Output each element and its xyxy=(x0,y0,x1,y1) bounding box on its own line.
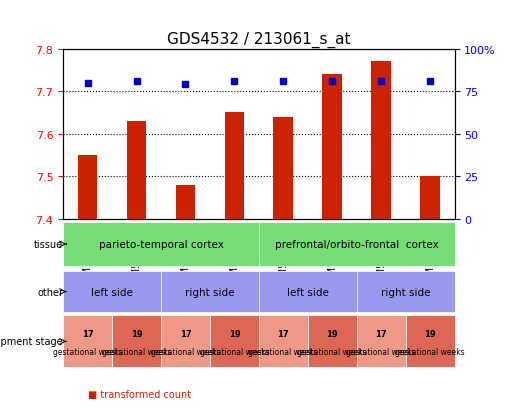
FancyBboxPatch shape xyxy=(357,316,406,368)
Text: prefrontal/orbito-frontal  cortex: prefrontal/orbito-frontal cortex xyxy=(275,240,438,249)
Text: 19: 19 xyxy=(229,330,240,339)
Text: gestational weeks: gestational weeks xyxy=(102,347,171,356)
Text: gestational weeks: gestational weeks xyxy=(297,347,367,356)
FancyBboxPatch shape xyxy=(161,271,259,313)
FancyBboxPatch shape xyxy=(63,316,112,368)
Text: left side: left side xyxy=(91,287,133,297)
Text: left side: left side xyxy=(287,287,329,297)
Bar xyxy=(225,113,244,219)
FancyBboxPatch shape xyxy=(259,316,308,368)
FancyBboxPatch shape xyxy=(259,271,357,313)
Bar xyxy=(371,62,391,219)
Bar xyxy=(274,117,293,219)
Bar xyxy=(127,122,146,219)
FancyBboxPatch shape xyxy=(406,316,454,368)
Text: ■ transformed count: ■ transformed count xyxy=(87,389,191,399)
Text: 19: 19 xyxy=(326,330,338,339)
Text: other: other xyxy=(37,287,63,297)
FancyBboxPatch shape xyxy=(161,316,210,368)
Bar xyxy=(420,177,440,219)
Text: gestational weeks: gestational weeks xyxy=(395,347,465,356)
Text: 19: 19 xyxy=(424,330,436,339)
Text: gestational weeks: gestational weeks xyxy=(199,347,269,356)
Text: 17: 17 xyxy=(82,330,93,339)
Title: GDS4532 / 213061_s_at: GDS4532 / 213061_s_at xyxy=(167,32,350,48)
Text: 19: 19 xyxy=(131,330,142,339)
FancyBboxPatch shape xyxy=(308,316,357,368)
FancyBboxPatch shape xyxy=(63,222,259,267)
FancyBboxPatch shape xyxy=(210,316,259,368)
FancyBboxPatch shape xyxy=(357,271,454,313)
FancyBboxPatch shape xyxy=(63,271,161,313)
Text: gestational weeks: gestational weeks xyxy=(53,347,122,356)
Bar xyxy=(176,185,195,219)
Text: gestational weeks: gestational weeks xyxy=(248,347,318,356)
Text: 17: 17 xyxy=(277,330,289,339)
Text: right side: right side xyxy=(381,287,430,297)
Text: gestational weeks: gestational weeks xyxy=(346,347,416,356)
Text: 17: 17 xyxy=(375,330,387,339)
FancyBboxPatch shape xyxy=(259,222,454,267)
Text: ■ percentile rank within the sample: ■ percentile rank within the sample xyxy=(87,412,265,413)
Bar xyxy=(322,75,342,219)
Text: 17: 17 xyxy=(180,330,191,339)
Text: gestational weeks: gestational weeks xyxy=(150,347,220,356)
Text: tissue: tissue xyxy=(34,240,63,249)
Text: parieto-temporal cortex: parieto-temporal cortex xyxy=(98,240,223,249)
Text: right side: right side xyxy=(185,287,235,297)
Bar xyxy=(78,156,97,219)
FancyBboxPatch shape xyxy=(112,316,161,368)
Text: development stage: development stage xyxy=(0,337,63,347)
